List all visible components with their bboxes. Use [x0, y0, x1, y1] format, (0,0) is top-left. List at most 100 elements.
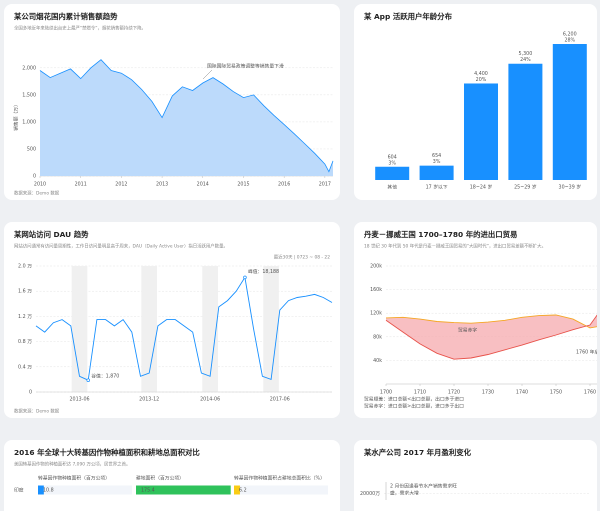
y-tick-label: 0: [33, 174, 36, 180]
card-subtitle: 全国多地近年来陆续出台史上最严“禁燃令”，烟花销售额持续下降。: [14, 25, 146, 32]
bar: [508, 63, 543, 180]
card-content: 某公司烟花国内累计销售额趋势 全国多地近年来陆续出台史上最严“禁燃令”，烟花销售…: [13, 12, 334, 197]
bar: [419, 165, 454, 180]
x-tick-label: 1710: [414, 390, 426, 396]
y-axis-label: 销售额（万）: [13, 102, 20, 131]
trough-label: 谷值：1,870: [91, 373, 119, 380]
x-tick-label: 2014-06: [200, 397, 220, 403]
y-tick-label: 40k: [373, 358, 382, 364]
y-tick-label: 200k: [370, 264, 382, 270]
card-title: 丹麦－挪威王国 1700–1780 年的进出口贸易: [363, 230, 517, 239]
date-range[interactable]: 最近30天 | 0723 ~ 08 - 22: [274, 254, 330, 261]
y-tick-label: 1,000: [22, 119, 36, 125]
card-content: 某水产公司 2017 年月盈利变化 20000万 2 月份因逢春节水产销售需求旺盛…: [360, 448, 590, 500]
cell-value: 6.2: [239, 488, 247, 494]
weekend-band: [141, 266, 158, 392]
cell-bar: [136, 485, 231, 495]
card-subtitle: 美国转基因作物的种植面积达 7,090 万公顷，居世界之首。: [14, 461, 130, 468]
share-label: 3%: [388, 160, 396, 166]
value-label: 654: [432, 153, 441, 159]
card-title: 某 App 活跃用户年龄分布: [363, 12, 453, 21]
trough-marker: [86, 378, 90, 382]
peak-label: 峰值：18,188: [248, 268, 279, 275]
x-tick-label: 2017: [319, 182, 331, 188]
card-content: 丹麦－挪威王国 1700–1780 年的进出口贸易 18 世纪 30 年代到 5…: [363, 230, 600, 410]
legend-line: 贸易赤字：进口总额>出口总额，进口多于出口: [364, 403, 464, 410]
annotation: 2 月份因逢春节水产销售需求旺: [390, 483, 457, 490]
y-tick-label: 2.0 万: [18, 264, 32, 270]
x-tick-label: 18~24 岁: [470, 184, 493, 191]
share-label: 20%: [476, 77, 487, 83]
card-title: 某公司烟花国内累计销售额趋势: [13, 12, 118, 21]
bar: [464, 83, 498, 180]
y-tick-label: 80k: [373, 334, 382, 340]
line: [35, 276, 333, 381]
x-tick-label: 2016: [278, 182, 290, 188]
x-tick-label: 1740: [516, 390, 528, 396]
cell-bar: [234, 485, 240, 495]
cell-track: [234, 485, 328, 495]
cell-track: [38, 485, 132, 495]
cell-bar: [38, 485, 44, 495]
deficit-label: 贸易赤字: [458, 327, 477, 334]
annotation-line: [202, 69, 213, 80]
y-tick-label: 20000万: [360, 491, 380, 497]
y-tick-label: 160k: [370, 287, 382, 293]
weekend-band: [71, 266, 88, 392]
bar: [375, 166, 410, 180]
column-header: 转基因作物种植面积（百万公顷）: [38, 475, 110, 482]
peak-marker: [243, 275, 247, 280]
y-tick-label: 0: [29, 390, 32, 396]
x-tick-label: 2014: [197, 182, 209, 188]
card-title: 某网站访问 DAU 趋势: [13, 230, 89, 239]
x-tick-label: 2011: [75, 182, 87, 188]
value-label: 4,400: [474, 71, 488, 77]
card-subtitle: 网站访问通常有访问量周期性，工作日访问量明显高于周末，DAU（Daily Act…: [14, 243, 228, 250]
weekend-band: [202, 266, 218, 392]
area-line: [39, 59, 334, 173]
share-label: 3%: [433, 159, 441, 165]
source: 数据来源：Demo 数据: [14, 408, 60, 415]
y-tick-label: 1,500: [22, 92, 36, 98]
series-line: [385, 268, 597, 360]
note: 1760 年后出口超过进口: [576, 349, 600, 356]
weekend-band: [263, 266, 279, 392]
annotation: 国际国际贸易政策调整等销售量下滑: [207, 63, 284, 70]
x-tick-label: 30~39 岁: [559, 184, 582, 191]
card-title: 2016 年全球十大转基因作物种植面积和耕地总面积对比: [14, 448, 200, 457]
x-tick-label: 2012: [115, 182, 127, 188]
y-tick-label: 0.4 万: [18, 364, 32, 370]
value-label: 6,200: [563, 32, 577, 38]
cell-value: 175.4: [141, 488, 155, 494]
cell-value: 10.8: [43, 488, 54, 494]
area-fill: [40, 59, 333, 177]
share-label: 28%: [564, 38, 575, 44]
source: 数据来源：Demo 数据: [14, 190, 60, 197]
series-line: [385, 303, 597, 329]
value-label: 5,300: [519, 51, 533, 57]
legend-line: 贸易顺差：进口总额<出口总额，出口多于进口: [364, 396, 464, 403]
row-label: 印度: [14, 487, 24, 494]
x-tick-label: 25~29 岁: [514, 184, 537, 191]
x-tick-label: 17 岁以下: [426, 184, 448, 191]
share-label: 24%: [520, 57, 531, 63]
x-tick-label: 1760: [584, 390, 596, 396]
deficit-area: [386, 268, 597, 360]
card: [354, 222, 597, 418]
x-tick-label: 1730: [482, 390, 494, 396]
x-tick-label: 2013-06: [70, 397, 90, 403]
x-tick-label: 2010: [34, 182, 46, 188]
y-tick-label: 1.6 万: [18, 289, 32, 295]
card-title: 某水产公司 2017 年月盈利变化: [363, 448, 472, 457]
x-tick-label: 2017-06: [270, 397, 290, 403]
y-tick-label: 2,000: [22, 65, 36, 71]
y-tick-label: 0.8 万: [18, 339, 32, 345]
card-content: 某网站访问 DAU 趋势 网站访问通常有访问量周期性，工作日访问量明显高于周末，…: [13, 230, 333, 415]
card-subtitle: 18 世纪 30 年代到 50 年代是丹麦－挪威王国贸易的“大国时代”，进出口贸…: [364, 243, 546, 250]
y-tick-label: 120k: [370, 311, 382, 317]
x-tick-label: 1720: [448, 390, 460, 396]
y-tick-label: 1.2 万: [18, 314, 32, 320]
column-header: 转基因作物种植面积占耕地总面积比（%）: [234, 475, 325, 482]
